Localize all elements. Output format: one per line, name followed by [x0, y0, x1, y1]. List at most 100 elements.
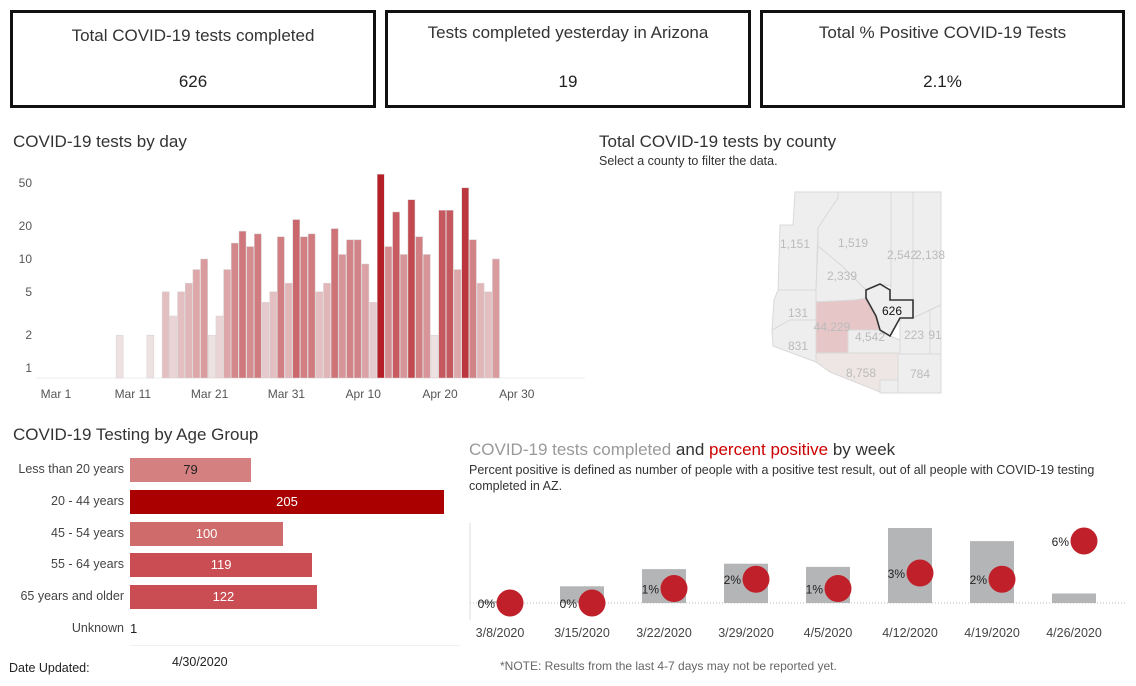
- kpi-total-tests: Total COVID-19 tests completed 626: [10, 10, 376, 108]
- daily-bar[interactable]: [300, 236, 308, 379]
- age-bar[interactable]: 1: [130, 617, 137, 641]
- daily-bar[interactable]: [115, 334, 124, 379]
- daily-bar[interactable]: [284, 282, 293, 379]
- daily-bar[interactable]: [400, 254, 408, 379]
- age-bar[interactable]: 100: [130, 521, 284, 546]
- percent-positive-dot[interactable]: [1070, 527, 1098, 555]
- daily-bar[interactable]: [361, 263, 370, 379]
- daily-bar[interactable]: [423, 254, 431, 379]
- daily-bar[interactable]: [376, 173, 385, 379]
- daily-bar[interactable]: [161, 291, 170, 379]
- y-tick-label: 1: [25, 361, 32, 375]
- title-week: by week: [828, 440, 896, 459]
- daily-bar[interactable]: [330, 228, 339, 379]
- county-region[interactable]: [879, 379, 899, 394]
- daily-bar[interactable]: [192, 269, 201, 379]
- daily-bar[interactable]: [254, 233, 262, 379]
- daily-bar[interactable]: [384, 246, 393, 379]
- county-label: 2,542: [887, 248, 917, 262]
- age-bar[interactable]: 122: [130, 585, 317, 610]
- percent-positive-dot[interactable]: [988, 565, 1016, 593]
- county-region[interactable]: [897, 353, 942, 394]
- age-bar-value: 119: [210, 557, 232, 573]
- kpi-title: Total % Positive COVID-19 Tests: [818, 23, 1067, 42]
- weekly-chart-title: COVID-19 tests completed and percent pos…: [469, 440, 895, 460]
- daily-bar[interactable]: [246, 246, 254, 379]
- county-label: 131: [788, 306, 808, 320]
- daily-bar[interactable]: [346, 239, 354, 379]
- percent-label: 2%: [724, 573, 742, 587]
- daily-bar[interactable]: [223, 269, 231, 379]
- daily-bar[interactable]: [484, 291, 493, 379]
- daily-bar[interactable]: [353, 239, 362, 379]
- county-label: 1,519: [838, 236, 868, 250]
- age-category-label: 55 - 64 years: [51, 557, 124, 572]
- daily-bar[interactable]: [430, 334, 439, 379]
- daily-bar[interactable]: [407, 199, 416, 379]
- daily-bar[interactable]: [184, 282, 193, 379]
- daily-bar[interactable]: [177, 291, 185, 379]
- percent-label: 1%: [642, 583, 660, 597]
- y-tick-label: 2: [25, 328, 32, 342]
- weekly-tests-chart: 0% 3/8/2020 0% 3/15/2020 1% 3/22/2020 2% 3/29/2…: [469, 523, 1125, 640]
- daily-bar[interactable]: [292, 219, 301, 379]
- percent-positive-dot[interactable]: [660, 575, 688, 603]
- title-tests: COVID-19 tests completed: [469, 440, 672, 459]
- week-label: 4/5/2020: [804, 626, 853, 640]
- daily-bar[interactable]: [277, 236, 285, 379]
- county-region[interactable]: [889, 191, 914, 301]
- week-label: 4/19/2020: [964, 626, 1020, 640]
- weekly-tests-bar[interactable]: [1052, 593, 1096, 603]
- daily-bar[interactable]: [323, 282, 331, 379]
- daily-bar[interactable]: [476, 282, 485, 379]
- county-label: 2,138: [915, 248, 945, 262]
- percent-positive-dot[interactable]: [742, 565, 770, 593]
- percent-positive-dot[interactable]: [906, 559, 934, 587]
- age-axis-line: [130, 645, 460, 646]
- percent-positive-dot[interactable]: [496, 589, 524, 617]
- daily-bar[interactable]: [446, 210, 454, 379]
- daily-bar[interactable]: [338, 254, 347, 379]
- daily-bar[interactable]: [492, 258, 500, 379]
- percent-label: 0%: [560, 597, 578, 611]
- age-bar-value: 205: [276, 493, 298, 509]
- age-bar[interactable]: 205: [130, 489, 444, 514]
- age-bar[interactable]: 119: [130, 553, 313, 578]
- daily-bar[interactable]: [469, 239, 477, 379]
- daily-bar[interactable]: [438, 210, 446, 379]
- reporting-note: *NOTE: Results from the last 4-7 days ma…: [500, 659, 837, 673]
- daily-bar[interactable]: [208, 334, 216, 379]
- daily-bar[interactable]: [261, 302, 270, 379]
- daily-bar[interactable]: [315, 291, 324, 379]
- daily-bar[interactable]: [146, 334, 155, 379]
- week-label: 4/26/2020: [1046, 626, 1102, 640]
- percent-label: 2%: [970, 573, 988, 587]
- age-bar[interactable]: 79: [130, 458, 251, 482]
- date-updated-value: 4/30/2020: [172, 655, 228, 669]
- kpi-tests-yesterday: Tests completed yesterday in Arizona 19: [385, 10, 751, 108]
- age-category-label: 20 - 44 years: [51, 493, 124, 508]
- kpi-value: 2.1%: [923, 72, 962, 91]
- daily-bar[interactable]: [307, 233, 316, 379]
- daily-bar[interactable]: [269, 291, 277, 379]
- week-label: 3/22/2020: [636, 626, 692, 640]
- daily-chart-title: COVID-19 tests by day: [13, 132, 187, 151]
- daily-bar[interactable]: [231, 242, 239, 379]
- y-tick-label: 20: [19, 219, 33, 233]
- daily-bar[interactable]: [461, 187, 469, 379]
- daily-bar[interactable]: [215, 315, 224, 379]
- daily-bar[interactable]: [200, 258, 208, 379]
- percent-positive-dot[interactable]: [578, 589, 606, 617]
- daily-bar[interactable]: [415, 236, 423, 379]
- kpi-percent-positive: Total % Positive COVID-19 Tests 2.1%: [760, 10, 1125, 108]
- daily-bar[interactable]: [369, 302, 377, 379]
- county-label: 223: [904, 328, 924, 342]
- daily-bar[interactable]: [238, 230, 247, 379]
- daily-bar[interactable]: [169, 315, 178, 379]
- daily-bar[interactable]: [392, 211, 400, 379]
- percent-positive-dot[interactable]: [824, 575, 852, 603]
- kpi-title: Tests completed yesterday in Arizona: [427, 23, 709, 42]
- week-label: 3/15/2020: [554, 626, 610, 640]
- daily-bar[interactable]: [453, 269, 462, 379]
